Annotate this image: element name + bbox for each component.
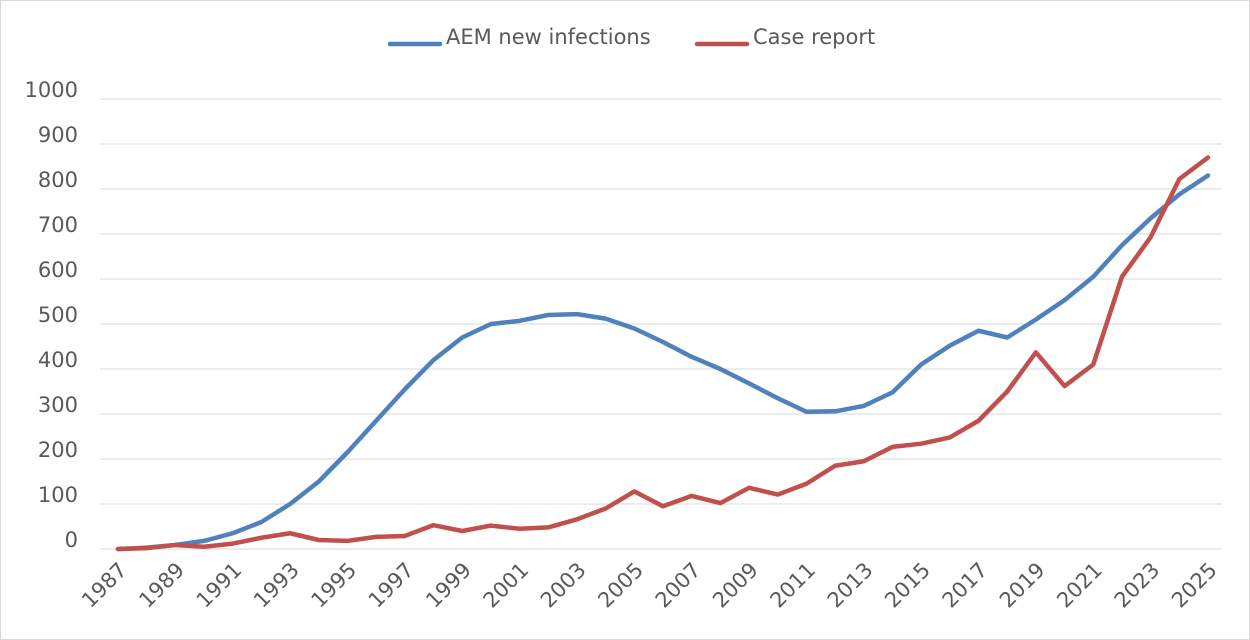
legend-label: Case report xyxy=(753,25,875,49)
y-tick-label: 200 xyxy=(38,438,78,462)
y-tick-label: 800 xyxy=(38,168,78,192)
legend-label: AEM new infections xyxy=(446,25,651,49)
y-tick-label: 700 xyxy=(38,213,78,237)
y-tick-label: 0 xyxy=(65,528,78,552)
y-tick-label: 500 xyxy=(38,303,78,327)
y-tick-label: 1000 xyxy=(25,78,78,102)
y-tick-label: 900 xyxy=(38,123,78,147)
y-tick-label: 100 xyxy=(38,483,78,507)
y-tick-label: 400 xyxy=(38,348,78,372)
y-tick-label: 300 xyxy=(38,393,78,417)
series-line xyxy=(115,173,1211,552)
y-tick-label: 600 xyxy=(38,258,78,282)
series-line xyxy=(115,155,1211,552)
